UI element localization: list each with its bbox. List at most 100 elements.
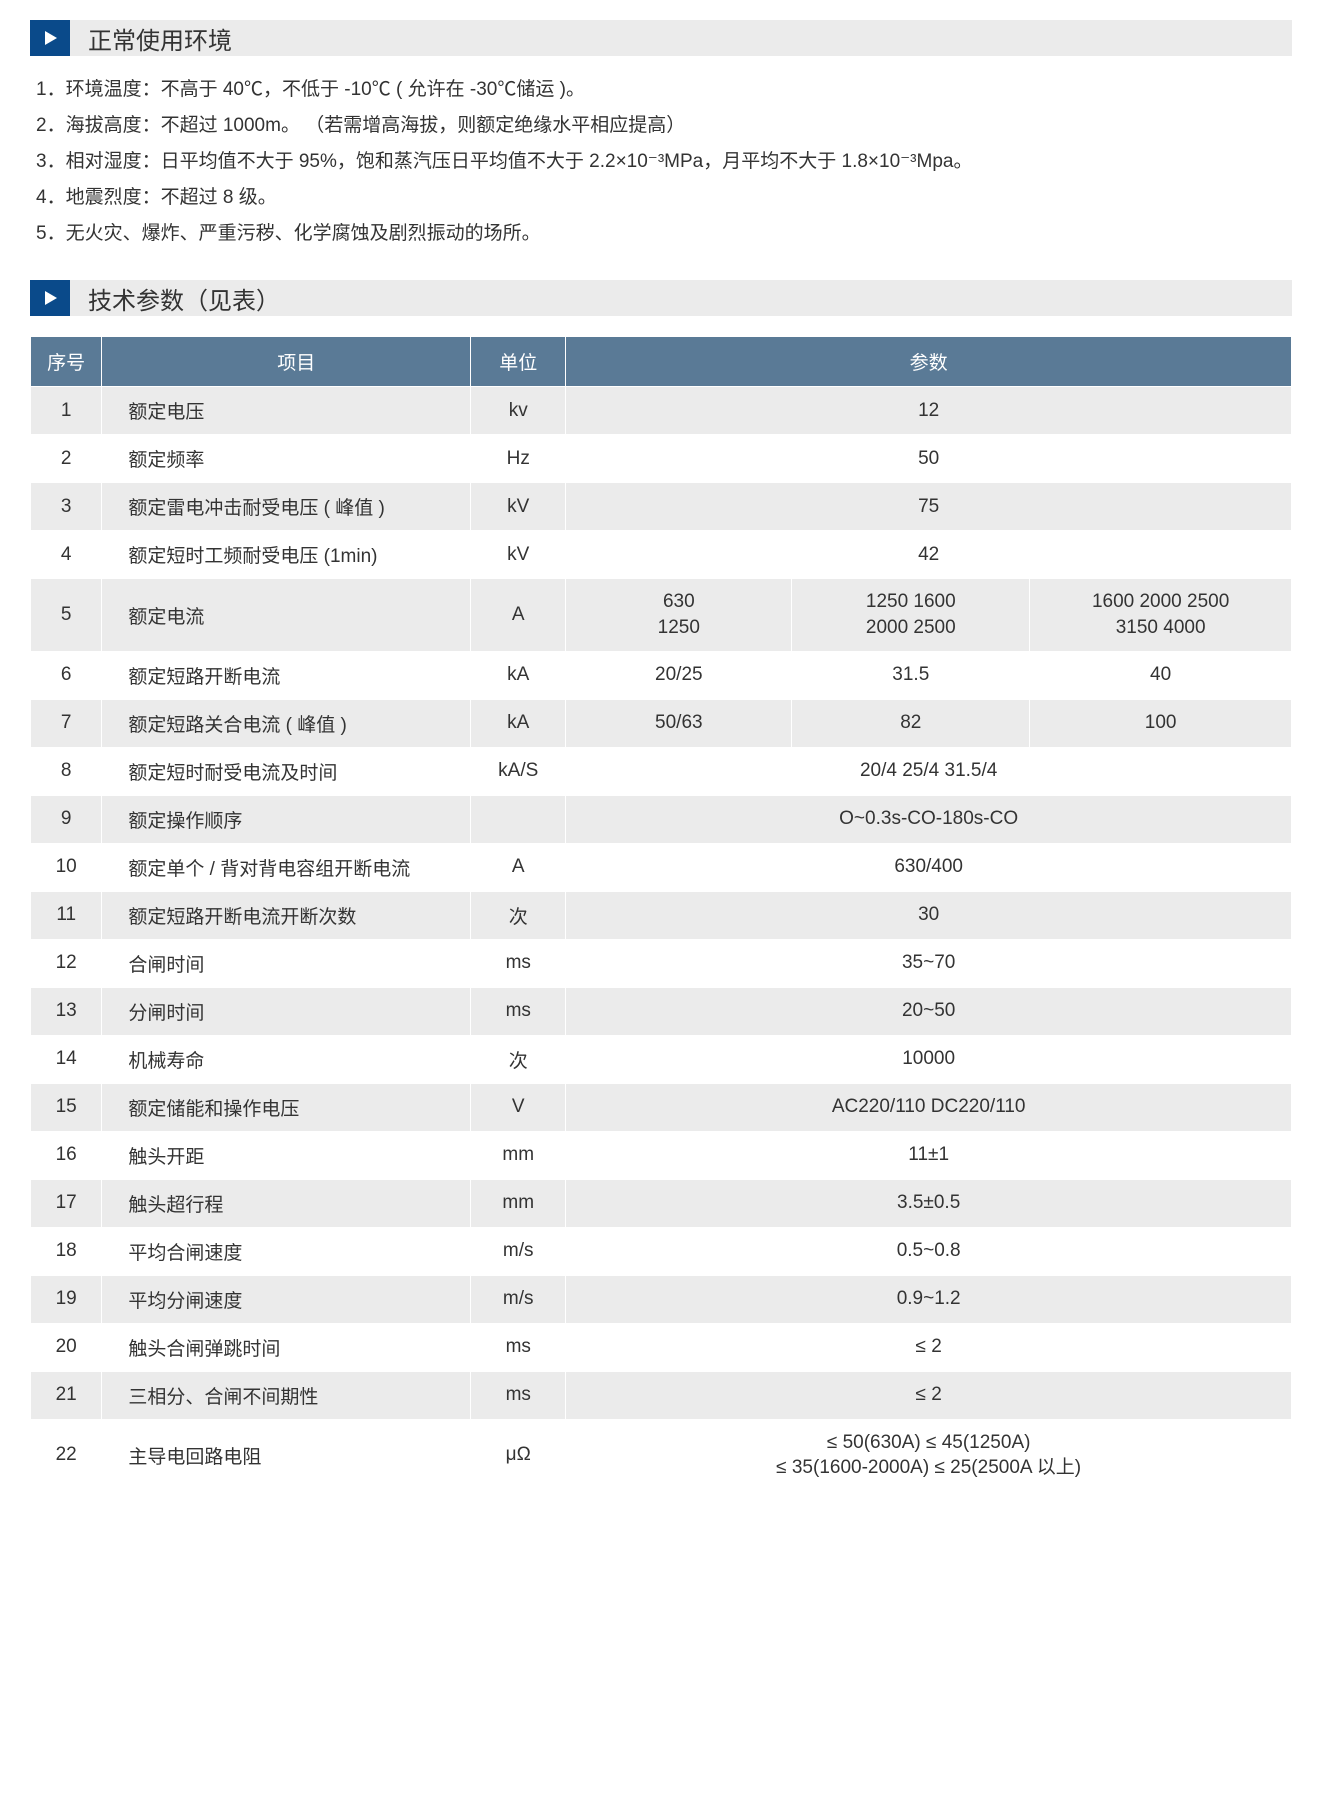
cell-seq: 11	[31, 891, 102, 939]
cell-param: 0.5~0.8	[566, 1227, 1292, 1275]
cell-unit: kA	[471, 651, 566, 699]
cell-seq: 12	[31, 939, 102, 987]
cell-item: 额定短路开断电流开断次数	[102, 891, 471, 939]
table-row: 11额定短路开断电流开断次数次30	[31, 891, 1292, 939]
table-row: 17触头超行程mm3.5±0.5	[31, 1179, 1292, 1227]
cell-item: 额定频率	[102, 435, 471, 483]
cell-item: 平均分闸速度	[102, 1275, 471, 1323]
cell-seq: 15	[31, 1083, 102, 1131]
play-icon	[30, 20, 70, 56]
cell-param: O~0.3s-CO-180s-CO	[566, 795, 1292, 843]
cell-seq: 20	[31, 1323, 102, 1371]
cell-unit	[471, 795, 566, 843]
cell-item: 平均合闸速度	[102, 1227, 471, 1275]
cell-item: 额定短时耐受电流及时间	[102, 747, 471, 795]
cell-item: 三相分、合闸不间期性	[102, 1371, 471, 1419]
cell-param: 12	[566, 387, 1292, 435]
cell-unit: μΩ	[471, 1419, 566, 1491]
cell-item: 额定短时工频耐受电压 (1min)	[102, 531, 471, 579]
table-row: 13分闸时间ms20~50	[31, 987, 1292, 1035]
cell-param: 20/25	[566, 651, 792, 699]
cell-item: 额定电压	[102, 387, 471, 435]
table-row: 8额定短时耐受电流及时间kA/S20/4 25/4 31.5/4	[31, 747, 1292, 795]
cell-seq: 1	[31, 387, 102, 435]
cell-seq: 10	[31, 843, 102, 891]
cell-unit: V	[471, 1083, 566, 1131]
table-row: 20触头合闸弹跳时间ms≤ 2	[31, 1323, 1292, 1371]
table-row: 3额定雷电冲击耐受电压 ( 峰值 )kV75	[31, 483, 1292, 531]
cell-param: AC220/110 DC220/110	[566, 1083, 1292, 1131]
table-row: 16触头开距mm11±1	[31, 1131, 1292, 1179]
cell-seq: 2	[31, 435, 102, 483]
cell-param: 11±1	[566, 1131, 1292, 1179]
spec-table: 序号 项目 单位 参数 1额定电压kv122额定频率Hz503额定雷电冲击耐受电…	[30, 336, 1292, 1492]
table-row: 1额定电压kv12	[31, 387, 1292, 435]
spec-section-header: 技术参数（见表）	[30, 280, 1292, 316]
cell-unit: mm	[471, 1179, 566, 1227]
env-list: 1．环境温度：不高于 40℃，不低于 -10℃ ( 允许在 -30℃储运 )。 …	[30, 72, 1292, 252]
table-row: 5额定电流A63012501250 16002000 25001600 2000…	[31, 579, 1292, 651]
cell-item: 额定短路关合电流 ( 峰值 )	[102, 699, 471, 747]
cell-unit: kA	[471, 699, 566, 747]
cell-seq: 18	[31, 1227, 102, 1275]
play-icon	[30, 280, 70, 316]
cell-seq: 16	[31, 1131, 102, 1179]
th-seq: 序号	[31, 337, 102, 387]
cell-param: 50	[566, 435, 1292, 483]
cell-param: 1250 16002000 2500	[792, 579, 1030, 651]
cell-param: 20~50	[566, 987, 1292, 1035]
cell-unit: ms	[471, 987, 566, 1035]
table-row: 19平均分闸速度m/s0.9~1.2	[31, 1275, 1292, 1323]
cell-seq: 8	[31, 747, 102, 795]
cell-param: ≤ 50(630A) ≤ 45(1250A)≤ 35(1600-2000A) ≤…	[566, 1419, 1292, 1491]
cell-item: 额定短路开断电流	[102, 651, 471, 699]
cell-param: 1600 2000 25003150 4000	[1030, 579, 1292, 651]
env-item: 3．相对湿度：日平均值不大于 95%，饱和蒸汽压日平均值不大于 2.2×10⁻³…	[36, 144, 1292, 180]
table-row: 9额定操作顺序 O~0.3s-CO-180s-CO	[31, 795, 1292, 843]
cell-unit: 次	[471, 1035, 566, 1083]
table-row: 4额定短时工频耐受电压 (1min)kV42	[31, 531, 1292, 579]
table-row: 22主导电回路电阻μΩ≤ 50(630A) ≤ 45(1250A)≤ 35(16…	[31, 1419, 1292, 1491]
env-item: 4．地震烈度：不超过 8 级。	[36, 180, 1292, 216]
cell-unit: A	[471, 843, 566, 891]
cell-unit: kv	[471, 387, 566, 435]
cell-param: 50/63	[566, 699, 792, 747]
cell-seq: 21	[31, 1371, 102, 1419]
cell-param: 100	[1030, 699, 1292, 747]
cell-param: 20/4 25/4 31.5/4	[566, 747, 1292, 795]
env-item: 5．无火灾、爆炸、严重污秽、化学腐蚀及剧烈振动的场所。	[36, 216, 1292, 252]
cell-item: 触头超行程	[102, 1179, 471, 1227]
table-row: 18平均合闸速度m/s0.5~0.8	[31, 1227, 1292, 1275]
cell-unit: ms	[471, 939, 566, 987]
cell-seq: 3	[31, 483, 102, 531]
cell-unit: A	[471, 579, 566, 651]
th-item: 项目	[102, 337, 471, 387]
table-row: 7额定短路关合电流 ( 峰值 )kA50/6382100	[31, 699, 1292, 747]
cell-seq: 5	[31, 579, 102, 651]
cell-item: 触头开距	[102, 1131, 471, 1179]
cell-unit: ms	[471, 1323, 566, 1371]
cell-unit: kV	[471, 531, 566, 579]
table-row: 21三相分、合闸不间期性ms≤ 2	[31, 1371, 1292, 1419]
cell-item: 额定储能和操作电压	[102, 1083, 471, 1131]
cell-item: 合闸时间	[102, 939, 471, 987]
cell-param: 82	[792, 699, 1030, 747]
env-section-title: 正常使用环境	[88, 21, 232, 56]
cell-seq: 7	[31, 699, 102, 747]
cell-item: 额定操作顺序	[102, 795, 471, 843]
table-row: 6额定短路开断电流kA20/2531.540	[31, 651, 1292, 699]
cell-param: 42	[566, 531, 1292, 579]
cell-item: 主导电回路电阻	[102, 1419, 471, 1491]
table-row: 10额定单个 / 背对背电容组开断电流A630/400	[31, 843, 1292, 891]
cell-param: 35~70	[566, 939, 1292, 987]
env-section-header: 正常使用环境	[30, 20, 1292, 56]
cell-seq: 9	[31, 795, 102, 843]
cell-item: 额定雷电冲击耐受电压 ( 峰值 )	[102, 483, 471, 531]
cell-item: 机械寿命	[102, 1035, 471, 1083]
cell-param: 30	[566, 891, 1292, 939]
th-param: 参数	[566, 337, 1292, 387]
cell-item: 分闸时间	[102, 987, 471, 1035]
table-row: 12合闸时间ms35~70	[31, 939, 1292, 987]
th-unit: 单位	[471, 337, 566, 387]
cell-param: 10000	[566, 1035, 1292, 1083]
